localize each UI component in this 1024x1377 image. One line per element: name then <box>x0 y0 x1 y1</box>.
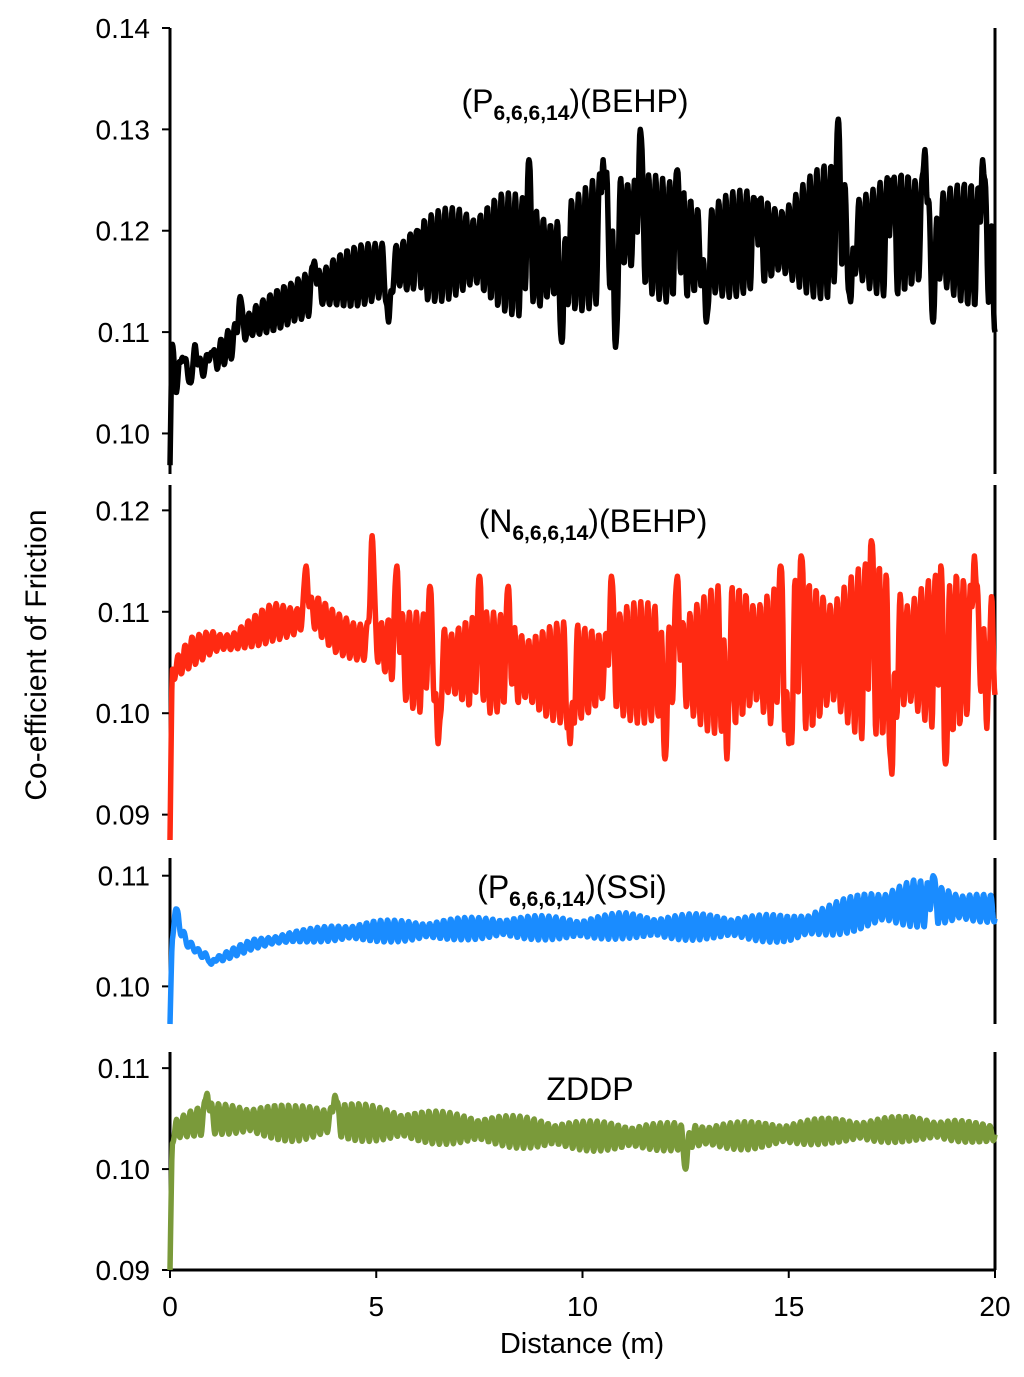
panel-title: (P6,6,6,14)(SSi) <box>477 869 667 911</box>
x-tick-label: 20 <box>979 1291 1010 1322</box>
y-tick-label: 0.09 <box>96 1255 151 1286</box>
y-tick-label: 0.13 <box>96 114 151 145</box>
panel-title: ZDDP <box>546 1071 633 1107</box>
y-tick-label: 0.10 <box>96 698 151 729</box>
y-tick-label: 0.12 <box>96 216 151 247</box>
y-tick-label: 0.12 <box>96 495 151 526</box>
panel-title: (P6,6,6,14)(BEHP) <box>461 83 688 125</box>
y-axis-label: Co-efficient of Friction <box>20 509 53 800</box>
panel-4: 0 5 10 15 20 0.09 0.10 0.11 ZDDP <box>96 1052 1011 1322</box>
x-tick-label: 10 <box>567 1291 598 1322</box>
series-line <box>167 872 998 1025</box>
series-line <box>167 1090 998 1271</box>
y-tick-label: 0.10 <box>96 1154 151 1185</box>
x-tick-label: 0 <box>162 1291 178 1322</box>
x-axis-label: Distance (m) <box>500 1328 664 1360</box>
y-tick-label: 0.11 <box>98 861 150 892</box>
panel-1: 0.10 0.11 0.12 0.13 0.14 (P6,6,6,14)(BEHP) <box>96 13 998 474</box>
y-tick-label: 0.11 <box>98 1053 150 1084</box>
y-tick-label: 0.10 <box>96 971 151 1002</box>
y-tick-label: 0.14 <box>96 13 151 44</box>
y-tick-label: 0.09 <box>96 800 151 831</box>
y-tick-label: 0.10 <box>96 418 151 449</box>
x-tick-label: 15 <box>773 1291 804 1322</box>
panels: 0.10 0.11 0.12 0.13 0.14 (P6,6,6,14)(BEHP) 0.0… <box>96 13 1011 1322</box>
panel-2: 0.09 0.10 0.11 0.12 (N6,6,6,14)(BEHP) <box>96 485 998 841</box>
x-tick-label: 5 <box>368 1291 384 1322</box>
y-tick-label: 0.11 <box>98 317 150 348</box>
y-tick-label: 0.11 <box>98 597 150 628</box>
panel-3: 0.10 0.11 (P6,6,6,14)(SSi) <box>96 858 998 1025</box>
panel-title: (N6,6,6,14)(BEHP) <box>479 503 708 545</box>
series-line <box>167 116 998 466</box>
series-line <box>167 532 998 841</box>
